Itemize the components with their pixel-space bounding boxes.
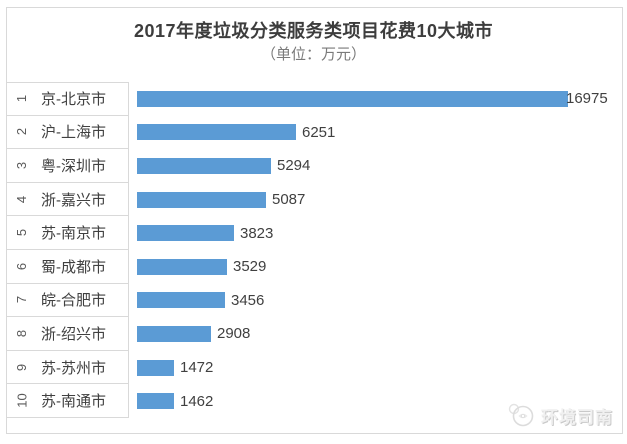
bar-row: 6 蜀-成都市 3529: [7, 249, 621, 284]
bar: [137, 191, 266, 208]
value-label: 6251: [302, 123, 336, 141]
value-label: 5294: [277, 157, 311, 175]
row-label-cell: 1 京-北京市: [7, 82, 129, 116]
watermark: 环境司南: [505, 401, 613, 429]
city-label: 浙-绍兴市: [41, 325, 106, 343]
bar-area: 5294: [129, 149, 621, 183]
bar: [137, 359, 174, 376]
bar-area: 16975: [129, 82, 621, 116]
rank-label: 8: [14, 329, 30, 338]
bar-area: 6251: [129, 116, 621, 150]
city-label: 苏-南通市: [41, 393, 106, 411]
city-label: 苏-南京市: [41, 225, 106, 243]
row-label-cell: 10 苏-南通市: [7, 384, 129, 418]
chart-subtitle: （单位：万元）: [260, 47, 366, 63]
bar: [137, 258, 227, 275]
rank-label: 4: [14, 195, 30, 203]
bar-area: 1462: [129, 384, 621, 418]
rank-label: 10: [14, 393, 30, 408]
city-label: 皖-合肥市: [41, 292, 106, 310]
rank-label: 3: [14, 161, 30, 170]
city-label: 浙-嘉兴市: [41, 191, 106, 209]
bar: [137, 225, 234, 242]
bar-row: 10 苏-南通市 1462: [7, 384, 621, 418]
bar-area: 5087: [129, 183, 621, 217]
watermark-text: 环境司南: [541, 407, 613, 427]
bar-row: 7 皖-合肥市 3456: [7, 283, 621, 318]
city-label: 蜀-成都市: [41, 258, 106, 276]
value-label: 5087: [272, 191, 306, 209]
bar-row: 3 粤-深圳市 5294: [7, 149, 621, 183]
row-label-cell: 6 蜀-成都市: [7, 249, 129, 284]
compass-logo-icon: [508, 403, 534, 427]
city-label: 苏-苏州市: [41, 359, 106, 377]
bar-area: 3823: [129, 216, 621, 250]
rank-label: 1: [14, 95, 30, 103]
row-label-cell: 8 浙-绍兴市: [7, 317, 129, 351]
bar-rows: 1 京-北京市 16975 2 沪-上海市 6251 3 粤-深圳市 5 2 9 4 …: [7, 82, 621, 418]
rank-label: 9: [14, 363, 30, 371]
bar-area: 3456: [129, 284, 621, 318]
bar: [137, 325, 211, 342]
row-label-cell: 7 皖-合肥市: [7, 283, 129, 318]
bar-area: 3529: [129, 250, 621, 284]
rank-label: 5: [14, 229, 30, 237]
bar-area: 1472: [129, 351, 621, 385]
row-label-cell: 2 沪-上海市: [7, 115, 129, 150]
chart-title: 2017年度垃圾分类服务类项目花费10大城市: [133, 21, 494, 41]
value-label: 2908: [217, 325, 251, 343]
bar-row: 9 苏-苏州市 1472: [7, 350, 621, 385]
bar-row: 1 京-北京市 16975: [7, 82, 621, 116]
row-label-cell: 4 浙-嘉兴市: [7, 182, 129, 217]
value-label: 1462: [180, 392, 214, 410]
bar-row: 4 浙-嘉兴市 5087: [7, 182, 621, 217]
value-label: 1472: [180, 359, 214, 377]
value-label: 3529: [233, 258, 267, 276]
city-label: 沪-上海市: [41, 124, 106, 142]
city-label: 京-北京市: [41, 91, 106, 109]
bar: [137, 393, 174, 410]
bar: [137, 124, 296, 141]
value-label: 3456: [231, 291, 265, 309]
bar-area: 2908: [129, 317, 621, 351]
rank-label: 7: [14, 296, 30, 304]
bar: [137, 157, 271, 174]
rank-label: 2: [14, 128, 30, 136]
bar-row: 8 浙-绍兴市 2908: [7, 317, 621, 351]
value-label: 16975: [566, 90, 608, 108]
row-label-cell: 9 苏-苏州市: [7, 350, 129, 385]
row-label-cell: 5 苏-南京市: [7, 216, 129, 250]
rank-label: 6: [14, 262, 30, 270]
city-label: 粤-深圳市: [41, 157, 106, 175]
bar-row: 5 苏-南京市 3823: [7, 216, 621, 250]
value-label: 3823: [240, 224, 274, 242]
chart-border: [6, 7, 623, 434]
bar-row: 2 沪-上海市 6251: [7, 115, 621, 150]
bar: [137, 90, 568, 107]
row-label-cell: 3 粤-深圳市: [7, 149, 129, 183]
bar: [137, 292, 225, 309]
